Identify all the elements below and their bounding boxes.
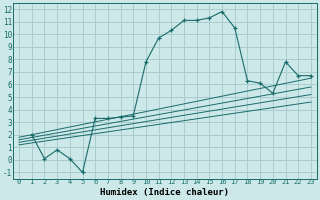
- X-axis label: Humidex (Indice chaleur): Humidex (Indice chaleur): [100, 188, 229, 197]
